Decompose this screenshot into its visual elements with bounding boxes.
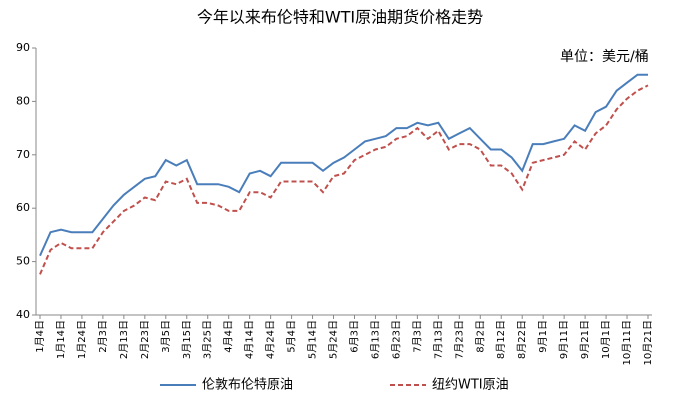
y-tick-label: 40 (16, 308, 30, 321)
x-tick-label: 10月21日 (642, 320, 654, 365)
series-line (39, 73, 648, 257)
x-tick-label: 4月4日 (223, 320, 235, 353)
y-tick-label: 80 (16, 94, 30, 107)
series-line (39, 84, 649, 275)
x-tick-label: 6月23日 (390, 320, 402, 359)
x-tick-label: 8月2日 (474, 320, 486, 353)
x-tick-label: 7月13日 (432, 320, 444, 359)
x-tick-label: 2月23日 (139, 320, 151, 359)
y-tick-label: 50 (16, 255, 30, 268)
x-tick-label: 10月1日 (600, 320, 612, 359)
x-tick-label: 7月23日 (453, 320, 465, 359)
x-tick-label: 6月13日 (369, 320, 381, 359)
x-tick-label: 2月3日 (97, 320, 109, 353)
legend-label: 纽约WTI原油 (432, 378, 509, 393)
x-tick-label: 3月15日 (181, 320, 193, 359)
x-tick-label: 10月11日 (621, 320, 633, 365)
chart-title: 今年以来布伦特和WTI原油期货价格走势 (197, 8, 483, 27)
annotation: 单位：美元/桶 (560, 49, 649, 65)
x-tick-label: 9月11日 (558, 320, 570, 359)
x-tick-label: 3月25日 (202, 320, 214, 359)
x-tick-label: 3月5日 (160, 320, 172, 353)
x-tick-label: 9月1日 (537, 320, 549, 353)
x-tick-label: 1月14日 (55, 320, 67, 359)
x-tick-label: 2月13日 (118, 320, 130, 359)
x-tick-label: 7月3日 (411, 320, 423, 353)
y-tick-label: 60 (16, 201, 30, 214)
x-tick-label: 5月4日 (286, 320, 298, 353)
x-tick-label: 4月24日 (265, 320, 277, 359)
x-tick-label: 8月12日 (495, 320, 507, 359)
x-tick-label: 9月21日 (579, 320, 591, 359)
x-tick-label: 1月24日 (76, 320, 88, 359)
legend-label: 伦敦布伦特原油 (202, 377, 293, 393)
y-tick-label: 90 (16, 41, 30, 54)
x-tick-label: 6月3日 (348, 320, 360, 353)
x-tick-label: 4月14日 (244, 320, 256, 359)
y-tick-label: 70 (16, 148, 30, 161)
x-tick-label: 8月22日 (516, 320, 528, 359)
x-tick-label: 5月14日 (307, 320, 319, 359)
x-tick-label: 1月4日 (34, 320, 46, 353)
x-tick-label: 5月24日 (328, 320, 340, 359)
